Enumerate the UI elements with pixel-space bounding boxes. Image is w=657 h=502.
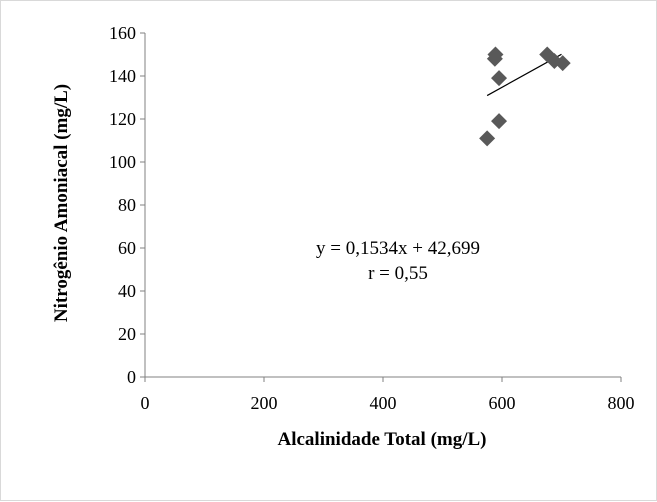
y-tick-label: 40 <box>118 281 136 301</box>
y-tick-label: 60 <box>118 238 136 258</box>
y-axis-ticks: 0 20 40 60 80 100 120 140 160 <box>109 23 145 387</box>
y-tick-label: 140 <box>109 66 136 86</box>
x-axis-ticks: 0 200 400 600 800 <box>141 377 635 413</box>
y-tick-label: 80 <box>118 195 136 215</box>
x-tick-label: 200 <box>251 393 278 413</box>
data-point <box>554 55 571 72</box>
data-point <box>491 70 508 87</box>
y-tick-label: 20 <box>118 324 136 344</box>
y-tick-label: 120 <box>109 109 136 129</box>
x-tick-label: 0 <box>141 393 150 413</box>
data-point <box>479 130 496 147</box>
r-label: r = 0,55 <box>368 263 428 284</box>
x-tick-label: 800 <box>608 393 635 413</box>
x-axis-title: Alcalinidade Total (mg/L) <box>277 429 486 450</box>
y-tick-label: 160 <box>109 23 136 43</box>
data-point <box>491 113 508 130</box>
equation-label: y = 0,1534x + 42,699 <box>316 238 480 259</box>
y-tick-label: 0 <box>127 367 136 387</box>
data-point <box>487 46 504 63</box>
data-points <box>479 46 571 147</box>
y-axis-title: Nitrogênio Amoniacal (mg/L) <box>51 84 72 322</box>
y-tick-label: 100 <box>109 152 136 172</box>
x-tick-label: 600 <box>489 393 516 413</box>
x-tick-label: 400 <box>370 393 397 413</box>
